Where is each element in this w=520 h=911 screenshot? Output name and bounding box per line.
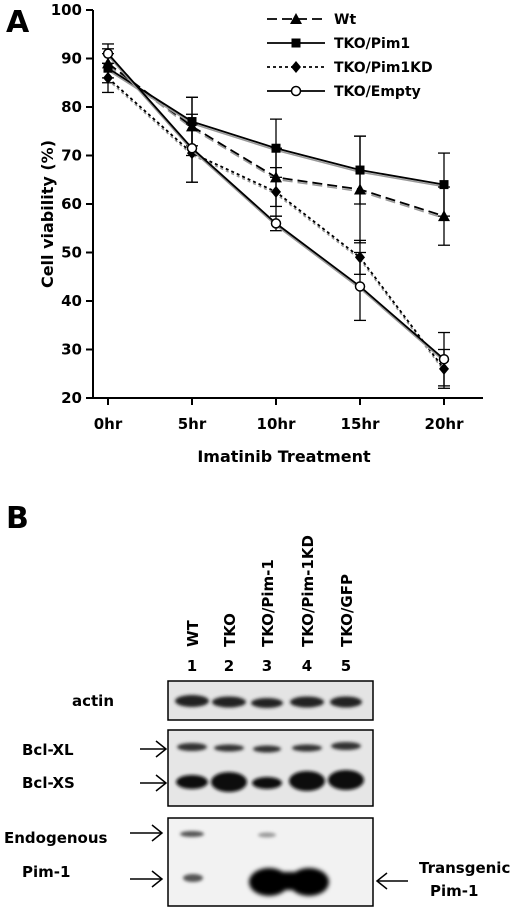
- legend-item: TKO/Pim1: [267, 36, 410, 52]
- endogenous-arrow-icon: [130, 824, 164, 842]
- lane-label: WT: [184, 619, 202, 647]
- x-tick-label: 0hr: [94, 415, 123, 433]
- y-tick-label: 40: [61, 292, 82, 310]
- actin-label: actin: [72, 692, 114, 710]
- panel-b-letter: B: [6, 501, 29, 536]
- lane-number: 2: [224, 657, 234, 675]
- legend-item: TKO/Empty: [267, 84, 421, 100]
- x-tick-label: 15hr: [341, 415, 381, 433]
- data-point: [186, 142, 198, 154]
- legend-label: TKO/Pim1: [334, 36, 410, 52]
- lane-label: TKO: [221, 613, 239, 647]
- y-tick-label: 20: [61, 389, 82, 407]
- data-point: [270, 218, 282, 229]
- bcl-xl-arrow-icon: [140, 740, 168, 758]
- lane-number: 1: [187, 657, 197, 675]
- transgenic-arrow-icon: [375, 872, 408, 890]
- legend-marker-icon: [291, 61, 301, 73]
- x-axis-label: Imatinib Treatment: [197, 447, 371, 466]
- series-tko-empty: [102, 43, 450, 387]
- transgenic-label-line1: Transgenic: [419, 859, 510, 877]
- lane-labels: WT 1 TKO 2 TKO/Pim-1 3 TKO/Pim-1KD 4 TKO/GFP 5: [184, 535, 356, 675]
- y-tick-label: 60: [61, 195, 82, 213]
- line-chart: 20 30 40 50 60 70 80 90 100 0hr 5hr 10hr 15hr 20hr C…: [38, 1, 483, 466]
- y-tick-label: 90: [61, 50, 82, 68]
- y-tick-label: 50: [61, 244, 82, 262]
- western-blot: WT 1 TKO 2 TKO/Pim-1 3 TKO/Pim-1KD 4 TKO/GFP 5 ac…: [4, 535, 510, 907]
- x-tick-label: 5hr: [178, 415, 207, 433]
- data-point: [355, 165, 365, 175]
- lane-label: TKO/Pim-1KD: [299, 535, 317, 647]
- legend-item: Wt: [267, 12, 356, 28]
- lane-label: TKO/Pim-1: [259, 559, 277, 647]
- data-point: [354, 281, 366, 292]
- endogenous-label-line1: Endogenous: [4, 829, 108, 847]
- lane-number: 4: [302, 657, 312, 675]
- lane-number: 3: [262, 657, 272, 675]
- blot-bcl: Bcl-XL Bcl-XS: [22, 729, 374, 807]
- series-layer: [102, 43, 450, 389]
- x-tick-label: 10hr: [257, 415, 297, 433]
- blot-actin: actin: [72, 680, 374, 721]
- bcl-xs-arrow-icon: [140, 774, 168, 792]
- endogenous-label-line2: Pim-1: [22, 863, 70, 881]
- legend-label: TKO/Pim1KD: [334, 60, 433, 76]
- legend-item: TKO/Pim1KD: [267, 60, 433, 76]
- data-point: [271, 185, 281, 198]
- data-point: [103, 71, 113, 84]
- endogenous-lower-arrow-icon: [130, 870, 164, 888]
- data-point: [438, 353, 450, 365]
- y-tick-label: 30: [61, 341, 82, 359]
- x-tick-label: 20hr: [425, 415, 465, 433]
- y-tick-label: 80: [61, 98, 82, 116]
- y-tick-label: 100: [51, 1, 82, 19]
- legend-marker-icon: [290, 13, 302, 24]
- legend-label: Wt: [334, 12, 356, 28]
- transgenic-label-line2: Pim-1: [430, 882, 478, 900]
- legend-marker-icon: [290, 85, 302, 97]
- legend-label: TKO/Empty: [334, 84, 421, 100]
- legend: Wt TKO/Pim1 TKO/Pim1KD TKO/Empty: [267, 12, 433, 100]
- data-point: [102, 48, 114, 59]
- bcl-xl-label: Bcl-XL: [22, 741, 74, 759]
- data-point: [439, 180, 449, 190]
- blot-pim1: Endogenous Pim-1 Transgenic Pim-1: [4, 817, 510, 907]
- legend-marker-icon: [291, 38, 301, 48]
- y-tick-label: 70: [61, 147, 82, 165]
- panel-a-letter: A: [6, 5, 30, 40]
- bcl-xs-label: Bcl-XS: [22, 774, 75, 792]
- y-ticks: 20 30 40 50 60 70 80 90 100: [51, 1, 93, 407]
- data-point: [271, 143, 281, 153]
- lane-number: 5: [341, 657, 351, 675]
- lane-label: TKO/GFP: [338, 574, 356, 647]
- y-axis-label: Cell viability (%): [38, 140, 57, 288]
- x-ticks: 0hr 5hr 10hr 15hr 20hr: [94, 398, 464, 433]
